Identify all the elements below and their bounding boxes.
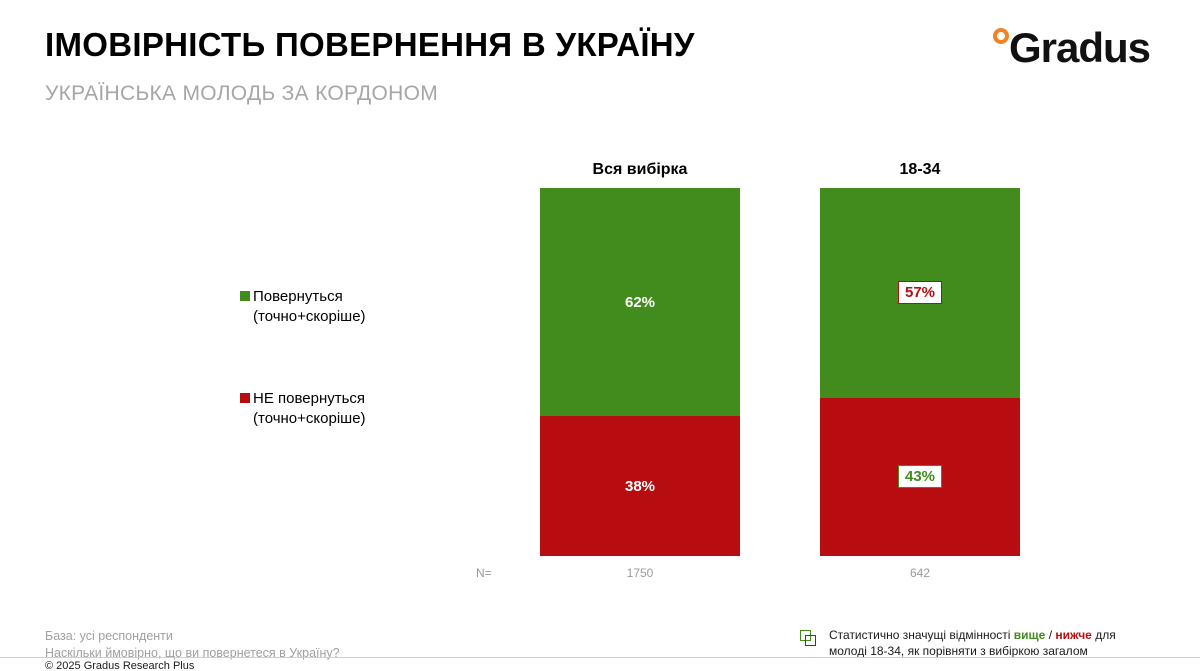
note-text-line2: молоді 18-34, як порівняти з вибіркою за… bbox=[829, 644, 1088, 658]
column-header-total: Вся вибірка bbox=[592, 161, 688, 178]
n-label: N= bbox=[476, 566, 492, 580]
legend-label: Повернуться bbox=[253, 288, 343, 305]
significance-icon bbox=[800, 630, 818, 648]
note-higher-word: вище bbox=[1013, 628, 1046, 642]
note-slash: / bbox=[1048, 628, 1053, 642]
bar-segment-not-return: 38% bbox=[540, 416, 740, 556]
page-subtitle: УКРАЇНСЬКА МОЛОДЬ ЗА КОРДОНОМ bbox=[45, 82, 438, 105]
legend-item-not-return: НЕ повернуться (точно+скоріше) bbox=[240, 389, 366, 429]
percent-label: 62% bbox=[624, 293, 656, 311]
copyright: © 2025 Gradus Research Plus bbox=[45, 660, 195, 671]
percent-label: 38% bbox=[624, 477, 656, 495]
footer-base-note: База: усі респонденти bbox=[45, 629, 173, 643]
legend-swatch-red bbox=[240, 393, 250, 403]
bar-segment-return: 57% bbox=[820, 188, 1020, 398]
n-value-total: 1750 bbox=[626, 566, 654, 580]
stacked-bar-total: 62% 38% bbox=[540, 188, 740, 556]
column-header-18-34: 18-34 bbox=[899, 161, 941, 178]
percent-label-significant-lower: 57% bbox=[897, 281, 943, 305]
percent-label-significant-higher: 43% bbox=[897, 465, 943, 489]
legend-label-line2: (точно+скоріше) bbox=[253, 410, 366, 427]
footer-divider bbox=[0, 657, 1200, 658]
note-lower-word: нижче bbox=[1055, 628, 1092, 642]
note-text: Статистично значущі відмінності bbox=[829, 628, 1011, 642]
legend-label: НЕ повернуться bbox=[253, 390, 366, 407]
bar-segment-not-return: 43% bbox=[820, 397, 1020, 556]
gradus-ring-icon bbox=[992, 28, 1009, 44]
page-title: ІМОВІРНІСТЬ ПОВЕРНЕННЯ В УКРАЇНУ bbox=[45, 26, 695, 63]
significance-note: Статистично значущі відмінності вище / н… bbox=[829, 627, 1169, 659]
n-value-18-34: 642 bbox=[909, 566, 931, 580]
gradus-logo-text: Gradus bbox=[1008, 24, 1151, 71]
red-square-icon bbox=[805, 635, 816, 646]
gradus-logo: Gradus bbox=[992, 22, 1151, 74]
legend-label-line2: (точно+скоріше) bbox=[253, 308, 366, 325]
note-text: для bbox=[1095, 628, 1116, 642]
legend-swatch-green bbox=[240, 291, 250, 301]
bar-segment-return: 62% bbox=[540, 188, 740, 417]
footer-question: Наскільки ймовірно, що ви повернетеся в … bbox=[45, 646, 340, 660]
legend-item-return: Повернуться (точно+скоріше) bbox=[240, 287, 366, 327]
stacked-bar-18-34: 57% 43% bbox=[820, 188, 1020, 556]
